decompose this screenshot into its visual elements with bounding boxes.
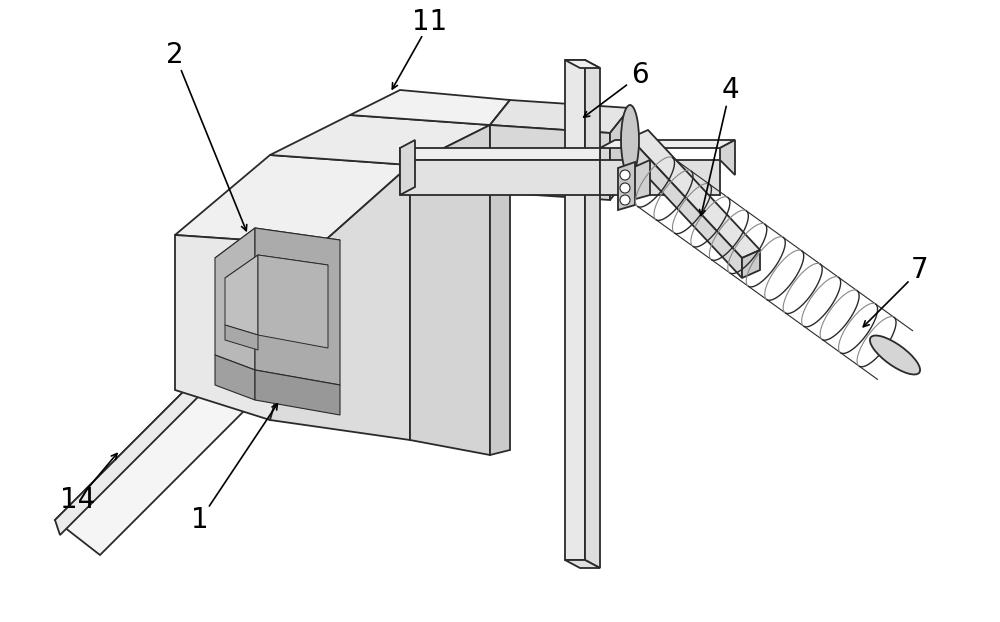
Polygon shape [350,90,510,125]
Polygon shape [600,140,735,148]
Polygon shape [400,140,415,195]
Polygon shape [490,100,630,133]
Polygon shape [270,115,490,165]
Text: 4: 4 [721,76,739,104]
Polygon shape [565,60,585,560]
Polygon shape [610,108,630,200]
Polygon shape [225,325,258,350]
Polygon shape [55,285,295,535]
Circle shape [620,195,630,205]
Polygon shape [55,285,335,555]
Text: 7: 7 [911,256,929,284]
Polygon shape [565,560,600,568]
Polygon shape [742,250,760,278]
Polygon shape [565,60,600,68]
Polygon shape [225,255,258,335]
Text: 1: 1 [191,506,209,534]
Text: 2: 2 [166,41,184,69]
Polygon shape [215,228,340,270]
Polygon shape [175,155,410,245]
Polygon shape [630,130,760,258]
Text: 11: 11 [412,8,448,36]
Polygon shape [618,162,635,210]
Polygon shape [400,148,600,160]
Polygon shape [585,60,600,568]
Polygon shape [255,228,340,385]
Polygon shape [632,160,650,200]
Polygon shape [600,160,720,195]
Polygon shape [175,235,320,420]
Polygon shape [255,370,340,415]
Ellipse shape [870,335,920,374]
Polygon shape [270,165,410,440]
Polygon shape [410,125,490,455]
Polygon shape [400,160,600,195]
Polygon shape [630,138,742,278]
Polygon shape [258,255,328,348]
Polygon shape [225,255,328,288]
Circle shape [620,170,630,180]
Text: 6: 6 [631,61,649,89]
Polygon shape [720,140,735,175]
Polygon shape [490,125,610,200]
Text: 14: 14 [60,486,96,514]
Polygon shape [215,228,255,370]
Polygon shape [215,355,255,400]
Ellipse shape [621,105,639,175]
Circle shape [620,183,630,193]
Polygon shape [490,100,510,455]
